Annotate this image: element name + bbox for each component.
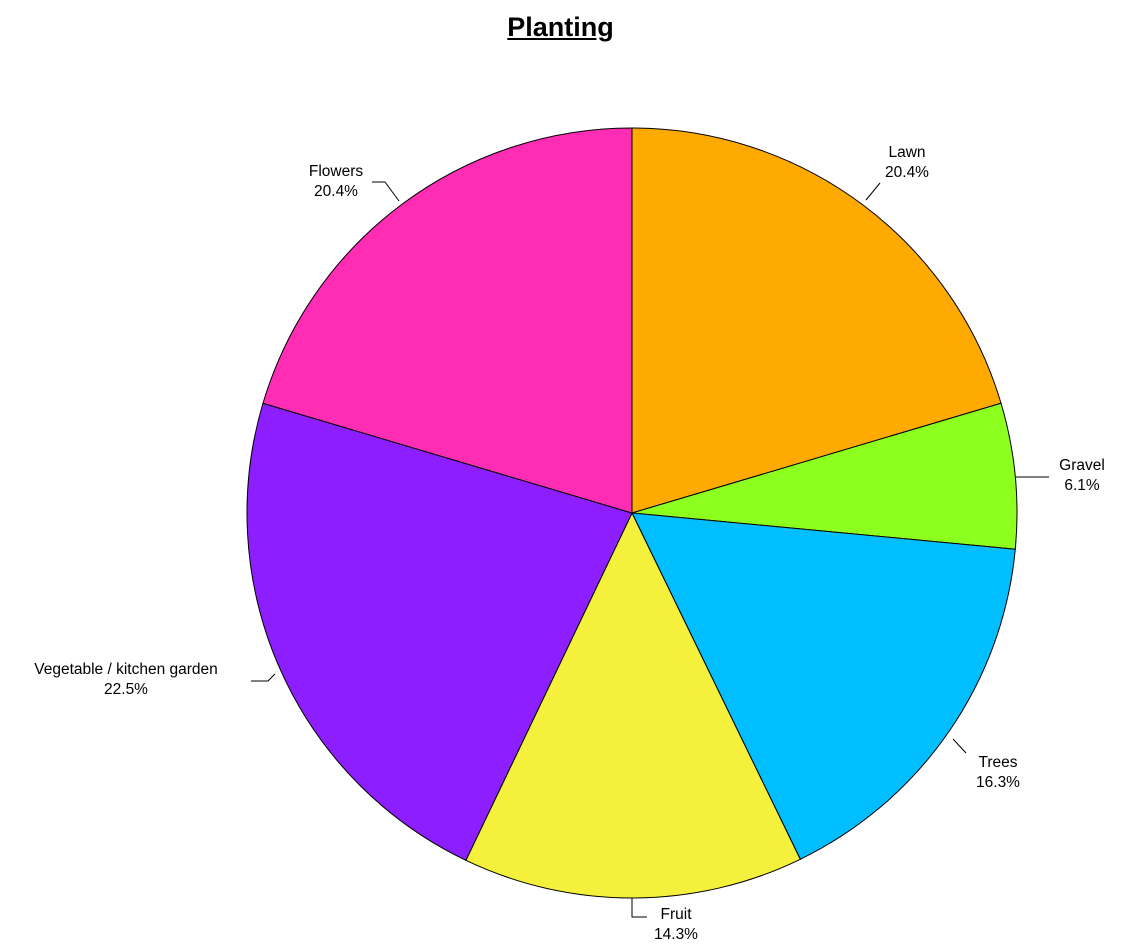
- slice-percent: 20.4%: [885, 164, 929, 181]
- leader-line: [372, 181, 400, 202]
- slice-labels: Lawn 20.4% Gravel 6.1% Trees 16.3% Fruit 14.3% V…: [34, 144, 1105, 943]
- slice-label: Fruit: [661, 906, 693, 923]
- chart-title: Planting: [507, 12, 614, 42]
- pie-slice-vegetable-kitchen-garden: [246, 402, 633, 861]
- pie-slice-trees: [631, 512, 1016, 860]
- slice-label: Vegetable / kitchen garden: [34, 661, 218, 678]
- leader-line: [865, 182, 881, 201]
- leader-line: [251, 673, 276, 682]
- slice-label: Flowers: [309, 163, 364, 180]
- slice-percent: 22.5%: [104, 681, 148, 698]
- slice-label: Gravel: [1059, 457, 1105, 474]
- slice-percent: 14.3%: [654, 926, 698, 943]
- slice-percent: 16.3%: [976, 774, 1020, 791]
- slice-percent: 6.1%: [1064, 477, 1100, 494]
- leader-line: [952, 738, 967, 754]
- pie-slice-lawn: [631, 127, 1002, 514]
- slice-label: Trees: [978, 754, 1017, 771]
- pie-slice-gravel: [631, 402, 1018, 550]
- label-leaders: [251, 181, 1049, 918]
- slice-percent: 20.4%: [314, 183, 358, 200]
- slice-label: Lawn: [888, 144, 925, 161]
- pie-slice-flowers: [262, 127, 633, 514]
- leader-line: [631, 898, 647, 918]
- pie-slice-fruit: [465, 511, 801, 899]
- pie-slices: [246, 127, 1018, 899]
